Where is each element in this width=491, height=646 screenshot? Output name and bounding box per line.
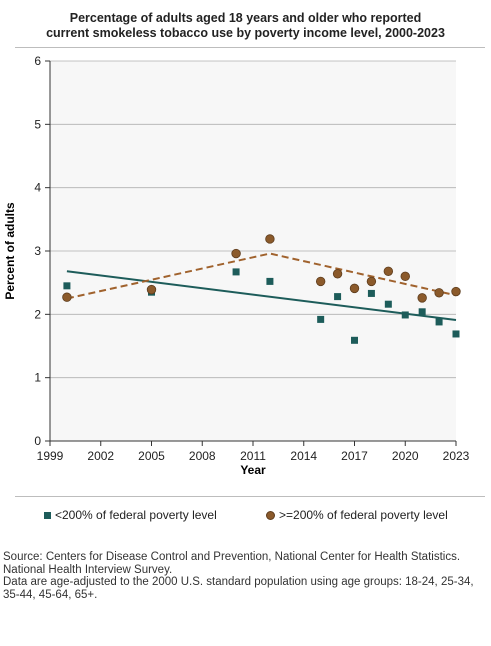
legend-item-high-income: >=200% of federal poverty level (266, 508, 448, 522)
data-point-high-income (417, 293, 427, 303)
data-point-low-income (266, 277, 274, 285)
data-point-low-income (334, 293, 342, 301)
x-tick-label: 2011 (240, 449, 266, 463)
square-marker-icon (44, 511, 51, 519)
circle-marker-icon (266, 510, 275, 520)
data-point-high-income (366, 276, 377, 287)
data-point-high-income (400, 271, 410, 282)
x-tick-label: 2005 (138, 449, 165, 463)
data-point-high-income (62, 292, 72, 302)
y-tick-label: 1 (34, 371, 41, 385)
data-point-high-income (315, 276, 326, 287)
data-point-low-income (317, 315, 325, 323)
y-tick-label: 2 (34, 307, 41, 321)
legend-divider (15, 496, 485, 497)
data-point-high-income (146, 284, 157, 295)
gridlines (50, 60, 456, 379)
x-tick-label: 2008 (189, 449, 216, 463)
chart-title-line-2: current smokeless tobacco use by poverty… (46, 26, 445, 40)
y-tick-label: 6 (34, 54, 41, 68)
chart-canvas: 0 1 2 3 4 5 6 1999 2002 2005 2008 2011 2014 2017 2020 2… (3, 54, 470, 477)
data-point-high-income (451, 286, 461, 297)
x-tick-label: 2020 (392, 449, 419, 463)
methodology-note: Data are age-adjusted to the 2000 U.S. s… (3, 576, 474, 601)
data-point-low-income (384, 300, 392, 308)
trend-line-high-income (66, 252, 457, 300)
y-tick-label: 5 (34, 117, 41, 131)
legend-label-high-income: >=200% of federal poverty level (279, 508, 448, 522)
data-point-high-income (434, 288, 444, 298)
data-points (62, 234, 461, 344)
y-tick-label: 0 (34, 434, 41, 448)
legend-label-low-income: <200% of federal poverty level (55, 508, 217, 522)
trend-line-low-income (66, 270, 457, 322)
data-point-low-income (367, 289, 375, 297)
data-point-high-income (265, 234, 275, 244)
data-point-low-income (435, 318, 443, 326)
data-point-low-income (452, 330, 460, 338)
y-tick-label: 4 (34, 181, 41, 195)
chart-title: Percentage of adults aged 18 years and o… (0, 11, 491, 41)
chart-title-line-1: Percentage of adults aged 18 years and o… (69, 11, 422, 25)
title-divider (15, 47, 485, 48)
footer-notes: Source: Centers for Disease Control and … (3, 551, 487, 601)
x-tick-label: 1999 (37, 449, 64, 463)
data-point-low-income (63, 282, 71, 290)
data-point-low-income (232, 268, 240, 276)
data-point-high-income (349, 283, 360, 294)
data-point-low-income (401, 311, 409, 319)
data-point-high-income (231, 248, 241, 259)
legend-item-low-income: <200% of federal poverty level (44, 508, 217, 522)
x-tick-label: 2002 (87, 449, 114, 463)
x-tick-label: 2023 (443, 449, 470, 463)
x-tick-label: 2017 (341, 449, 368, 463)
y-axis-label: Percent of adults (3, 202, 17, 300)
data-point-low-income (418, 308, 426, 316)
trend-lines (66, 252, 457, 322)
x-tick-label: 2014 (290, 449, 317, 463)
data-point-high-income (332, 269, 343, 279)
y-tick-label: 3 (34, 244, 41, 258)
axis-ticks: 0 1 2 3 4 5 6 1999 2002 2005 2008 2011 2014 2017 2020 2… (34, 54, 469, 463)
data-point-high-income (383, 266, 394, 276)
source-note: Source: Centers for Disease Control and … (3, 551, 461, 576)
data-point-low-income (351, 336, 358, 344)
x-axis-label: Year (240, 463, 266, 477)
